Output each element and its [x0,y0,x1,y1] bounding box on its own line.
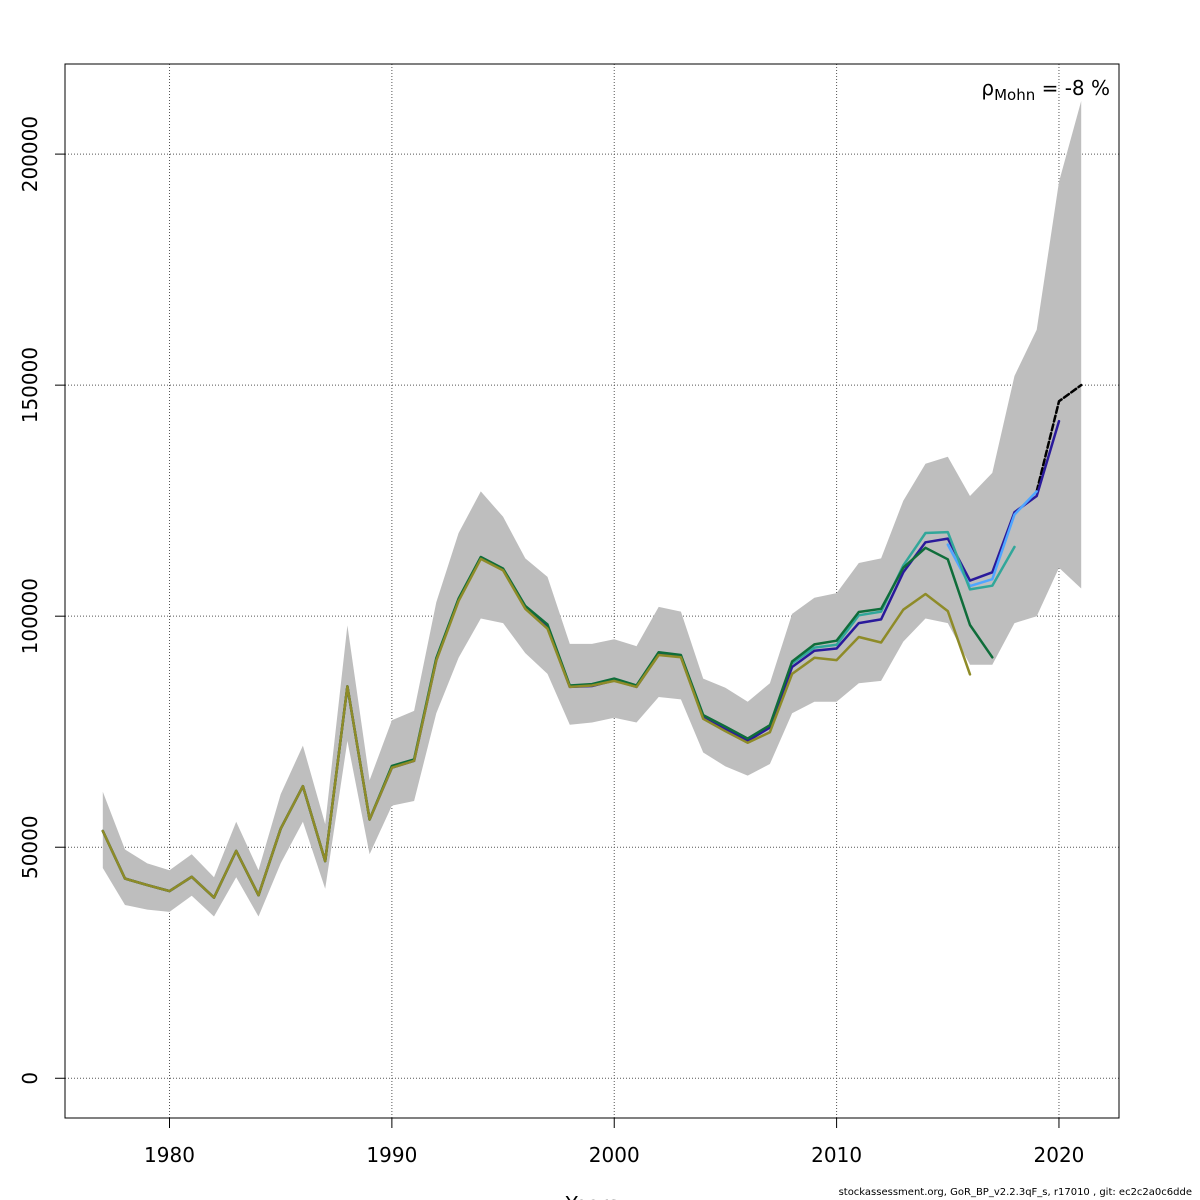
x-tick-label-2000: 2000 [589,1143,640,1167]
y-tick-label-0: 0 [18,1072,42,1085]
series-peel-2018 [790,530,1016,665]
y-tick-label-50000: 50000 [18,815,42,879]
y-tick-label-100000: 100000 [18,578,42,654]
x-tick-label-1980: 1980 [144,1143,195,1167]
series-peel-2016 [101,557,972,899]
rho-value: = -8 % [1035,76,1110,100]
rho-symbol: ρ [981,76,994,100]
confidence-band [102,101,1082,917]
footer-credit: stockassessment.org, GoR_BP_v2.2.3qF_s, … [838,1187,1192,1198]
series-peel-2021 [1035,383,1083,493]
rho-mohn-annotation: ρMohn = -8 % [981,76,1110,104]
x-tick-label-2010: 2010 [811,1143,862,1167]
confidence-band-layer [102,101,1082,917]
x-axis: 1980 1990 2000 2010 2020 [144,1118,1084,1167]
x-tick-label-2020: 2020 [1034,1143,1085,1167]
plot-frame [64,63,1120,1119]
y-axis: 0 50000 100000 150000 200000 [18,116,65,1085]
x-axis-label: Years [565,1192,619,1200]
rho-subscript: Mohn [994,86,1035,104]
series-lines-layer [101,383,1083,899]
y-tick-label-200000: 200000 [18,116,42,192]
x-tick-label-1990: 1990 [366,1143,417,1167]
y-tick-label-150000: 150000 [18,347,42,423]
